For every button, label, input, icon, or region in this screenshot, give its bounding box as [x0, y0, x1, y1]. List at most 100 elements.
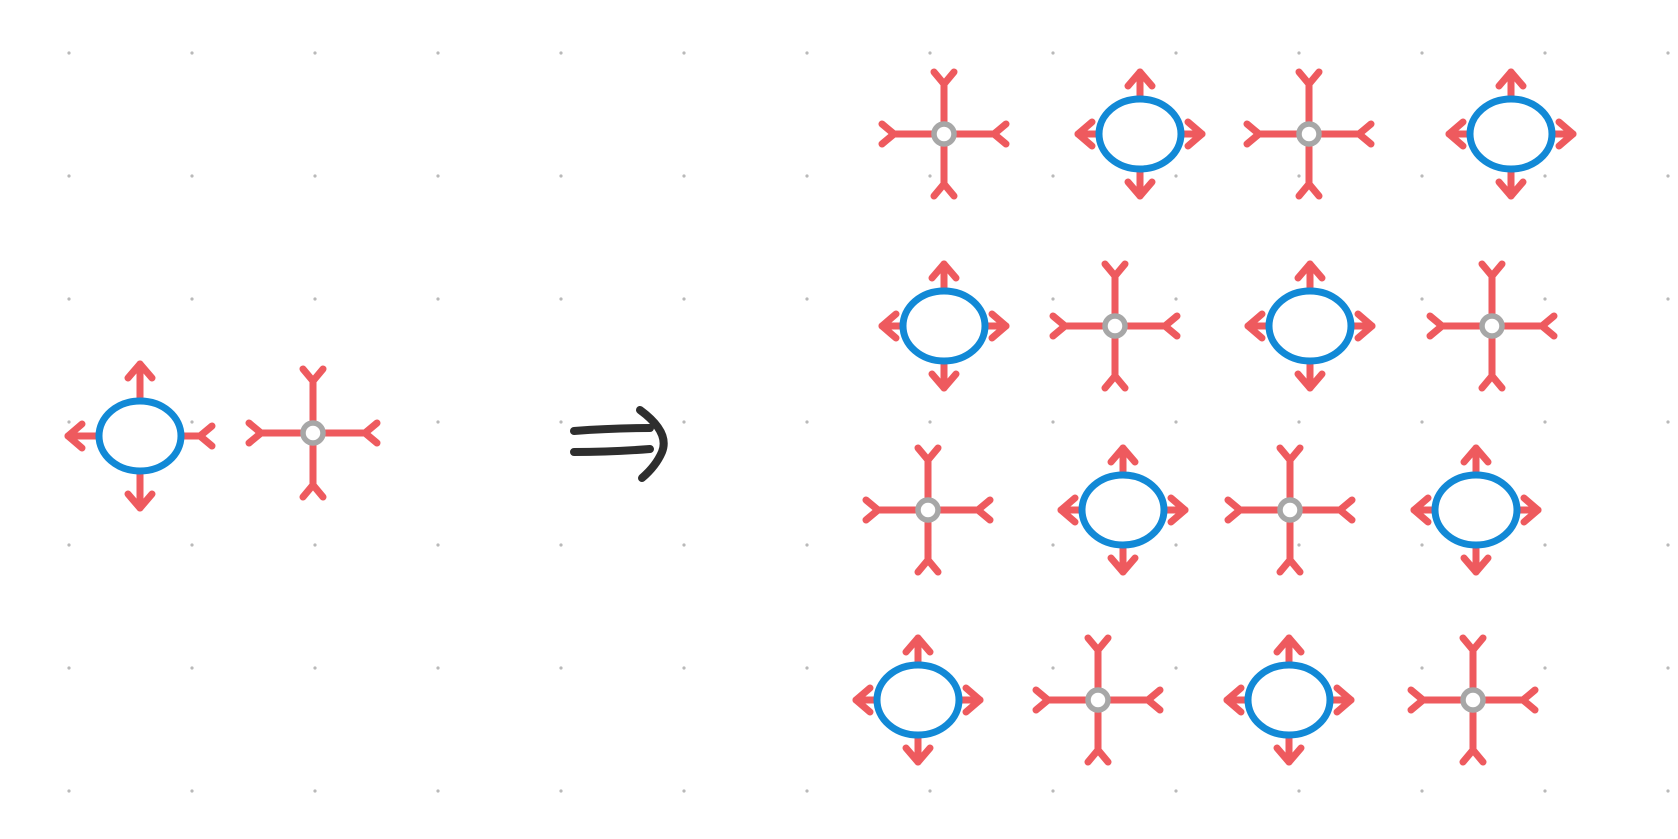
grid-dot — [1543, 297, 1547, 301]
primary-node — [899, 287, 989, 365]
arrowhead — [962, 684, 984, 716]
arrowhead — [1520, 494, 1542, 526]
grid-dot — [1051, 51, 1055, 55]
arrow-fork — [361, 419, 381, 447]
grid-dot — [190, 789, 194, 793]
primary-node — [1466, 95, 1556, 173]
grid-dot — [67, 174, 71, 178]
arrow-fork — [299, 481, 327, 501]
arrowhead — [1460, 554, 1492, 576]
grid-dot — [682, 543, 686, 547]
grid-dot — [190, 297, 194, 301]
grid-dot — [436, 297, 440, 301]
grid-dot — [1174, 297, 1178, 301]
arrowhead — [124, 360, 156, 382]
arrow-fork — [1478, 372, 1506, 392]
arrowhead — [878, 310, 900, 342]
arrowhead — [1124, 68, 1156, 90]
arrow-fork — [1161, 312, 1181, 340]
grid-dot — [1420, 666, 1424, 670]
grid-dot — [1297, 51, 1301, 55]
grid-dot — [559, 789, 563, 793]
arrow-fork — [1459, 634, 1487, 654]
grid-dot — [67, 789, 71, 793]
arrowhead — [64, 420, 86, 452]
grid-dot — [682, 297, 686, 301]
grid-dot — [436, 789, 440, 793]
grid-dot — [1051, 666, 1055, 670]
grid-dot — [67, 420, 71, 424]
grid-dot — [682, 789, 686, 793]
grid-dot — [1666, 420, 1670, 424]
grid-dot — [190, 420, 194, 424]
grid-dot — [1666, 789, 1670, 793]
secondary-node — [1085, 687, 1111, 713]
arrow-fork — [914, 444, 942, 464]
arrowhead — [1495, 68, 1527, 90]
grid-dot — [1174, 543, 1178, 547]
grid-dot — [436, 666, 440, 670]
arrow-fork — [1295, 180, 1323, 200]
arrow-fork — [930, 180, 958, 200]
grid-dot — [67, 666, 71, 670]
arrow-fork — [862, 496, 882, 524]
secondary-node — [931, 121, 957, 147]
grid-dot — [1297, 543, 1301, 547]
grid-dot — [805, 297, 809, 301]
grid-dot — [1666, 297, 1670, 301]
secondary-node — [1460, 687, 1486, 713]
grid-dot — [1420, 543, 1424, 547]
arrow-fork — [1144, 686, 1164, 714]
grid-dot — [928, 51, 932, 55]
arrowhead — [1167, 494, 1189, 526]
grid-dot — [313, 543, 317, 547]
secondary-node — [1102, 313, 1128, 339]
arrowhead — [852, 684, 874, 716]
arrowhead — [1294, 260, 1326, 282]
grid-dot — [559, 420, 563, 424]
arrowhead — [1273, 634, 1305, 656]
grid-dot — [559, 297, 563, 301]
arrow-fork — [1101, 260, 1129, 280]
arrow-fork — [1084, 746, 1112, 766]
arrow-fork — [1478, 260, 1506, 280]
grid-dot — [1174, 174, 1178, 178]
grid-dot — [805, 420, 809, 424]
grid-dot — [1051, 174, 1055, 178]
node-layer — [95, 95, 1556, 739]
arrow-fork — [1519, 686, 1539, 714]
arrowhead — [1354, 310, 1376, 342]
grid-dot — [1051, 297, 1055, 301]
primary-node — [1078, 471, 1168, 549]
arrow-fork — [1032, 686, 1052, 714]
grid-dot — [682, 51, 686, 55]
grid-dot — [313, 174, 317, 178]
grid-dot — [1420, 420, 1424, 424]
grid-dot — [1297, 174, 1301, 178]
grid-dot — [1051, 789, 1055, 793]
grid-dot — [436, 51, 440, 55]
grid-dot — [1543, 174, 1547, 178]
arrow-fork — [930, 68, 958, 88]
grid-dot — [1543, 543, 1547, 547]
arrowhead — [1555, 118, 1577, 150]
arrowhead — [1184, 118, 1206, 150]
grid-dot — [436, 543, 440, 547]
arrow-fork — [974, 496, 994, 524]
edge-layer — [64, 68, 1577, 766]
arrow-fork — [1224, 496, 1244, 524]
primary-node — [1095, 95, 1185, 173]
primary-node — [1431, 471, 1521, 549]
grid-dot — [1666, 666, 1670, 670]
arrowhead — [1074, 118, 1096, 150]
grid-dot — [559, 51, 563, 55]
primary-node — [95, 397, 185, 475]
arrowhead — [1124, 178, 1156, 200]
arrow-fork — [299, 365, 327, 385]
grid-dot — [313, 789, 317, 793]
grid-dot — [1420, 51, 1424, 55]
arrowhead — [1445, 118, 1467, 150]
grid-dot — [928, 174, 932, 178]
arrow-fork — [1049, 312, 1069, 340]
